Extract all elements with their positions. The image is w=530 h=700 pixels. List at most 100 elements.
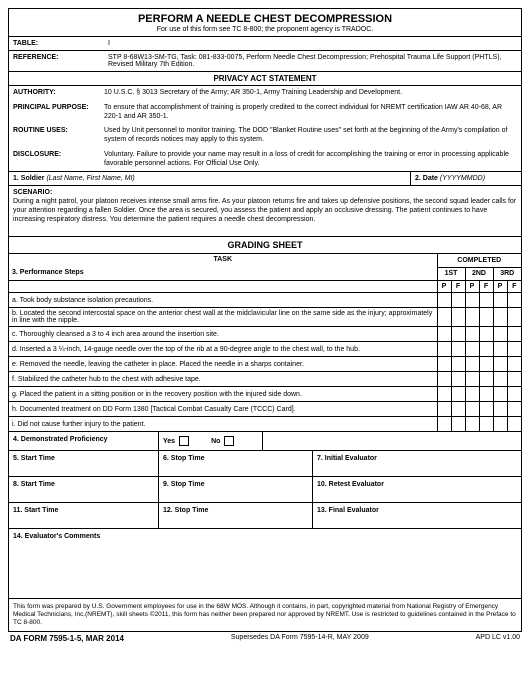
step-row: f. Stabilized the catheter hub to the ch…: [9, 372, 521, 387]
pf-checkbox[interactable]: [479, 387, 493, 402]
attempt-3: 3RD: [493, 267, 521, 281]
pf-checkbox[interactable]: [479, 357, 493, 372]
pf-checkbox[interactable]: [451, 327, 465, 342]
pf-checkbox[interactable]: [437, 372, 451, 387]
pf-checkbox[interactable]: [465, 402, 479, 417]
privacy-row: AUTHORITY: 10 U.S.C. § 3013 Secretary of…: [9, 86, 521, 101]
pf-checkbox[interactable]: [493, 357, 507, 372]
stop-time-2[interactable]: 9. Stop Time: [159, 477, 313, 502]
pf-checkbox[interactable]: [493, 417, 507, 432]
pf-f: F: [507, 281, 521, 293]
pf-checkbox[interactable]: [493, 308, 507, 327]
pf-checkbox[interactable]: [479, 417, 493, 432]
pf-checkbox[interactable]: [507, 308, 521, 327]
pf-checkbox[interactable]: [493, 372, 507, 387]
pf-checkbox[interactable]: [465, 387, 479, 402]
initial-evaluator[interactable]: 7. Initial Evaluator: [313, 451, 521, 476]
pf-checkbox[interactable]: [451, 308, 465, 327]
time-row-1: 5. Start Time 6. Stop Time 7. Initial Ev…: [9, 451, 521, 477]
step-row: b. Located the second intercostal space …: [9, 308, 521, 327]
table-label: TABLE:: [9, 37, 104, 50]
yes-checkbox[interactable]: [179, 436, 189, 446]
final-evaluator[interactable]: 13. Final Evaluator: [313, 503, 521, 528]
footer: DA FORM 7595-1-5, MAR 2014 Supersedes DA…: [8, 632, 522, 643]
step-row: g. Placed the patient in a sitting posit…: [9, 387, 521, 402]
pf-checkbox[interactable]: [507, 342, 521, 357]
privacy-val: Used by Unit personnel to monitor traini…: [104, 126, 521, 146]
pf-checkbox[interactable]: [493, 293, 507, 308]
pf-checkbox[interactable]: [451, 372, 465, 387]
step-text: d. Inserted a 3 ¼-inch, 14-gauge needle …: [9, 342, 437, 357]
pf-checkbox[interactable]: [451, 417, 465, 432]
stop-time-3[interactable]: 12. Stop Time: [159, 503, 313, 528]
pf-checkbox[interactable]: [465, 357, 479, 372]
date-label: 2. Date: [415, 175, 438, 182]
privacy-header: PRIVACY ACT STATEMENT: [9, 72, 521, 86]
pf-checkbox[interactable]: [507, 293, 521, 308]
pf-checkbox[interactable]: [465, 342, 479, 357]
pf-checkbox[interactable]: [437, 357, 451, 372]
step-text: i. Did not cause further injury to the p…: [9, 417, 437, 432]
pf-checkbox[interactable]: [465, 308, 479, 327]
pf-checkbox[interactable]: [479, 372, 493, 387]
step-text: g. Placed the patient in a sitting posit…: [9, 387, 437, 402]
pf-checkbox[interactable]: [465, 327, 479, 342]
pf-checkbox[interactable]: [437, 308, 451, 327]
pf-checkbox[interactable]: [437, 417, 451, 432]
pf-header-row: P F P F P F: [9, 281, 521, 293]
pf-checkbox[interactable]: [507, 357, 521, 372]
pf-checkbox[interactable]: [465, 293, 479, 308]
pf-checkbox[interactable]: [451, 402, 465, 417]
step-text: f. Stabilized the catheter hub to the ch…: [9, 372, 437, 387]
privacy-block: AUTHORITY: 10 U.S.C. § 3013 Secretary of…: [9, 86, 521, 172]
pf-checkbox[interactable]: [507, 417, 521, 432]
pf-checkbox[interactable]: [507, 372, 521, 387]
pf-checkbox[interactable]: [493, 387, 507, 402]
pf-checkbox[interactable]: [507, 402, 521, 417]
time-row-3: 11. Start Time 12. Stop Time 13. Final E…: [9, 503, 521, 529]
pf-checkbox[interactable]: [479, 402, 493, 417]
pf-checkbox[interactable]: [437, 327, 451, 342]
pf-p: P: [437, 281, 451, 293]
soldier-field[interactable]: 1. Soldier (Last Name, First Name, MI): [9, 172, 411, 185]
evaluator-comments[interactable]: 14. Evaluator's Comments: [9, 529, 521, 599]
pf-checkbox[interactable]: [437, 402, 451, 417]
grading-header: GRADING SHEET: [9, 237, 521, 254]
pf-checkbox[interactable]: [493, 327, 507, 342]
pf-checkbox[interactable]: [507, 327, 521, 342]
pf-checkbox[interactable]: [437, 293, 451, 308]
step-text: a. Took body substance isolation precaut…: [9, 293, 437, 308]
pf-checkbox[interactable]: [507, 387, 521, 402]
pf-checkbox[interactable]: [451, 293, 465, 308]
stop-time-1[interactable]: 6. Stop Time: [159, 451, 313, 476]
pf-checkbox[interactable]: [465, 417, 479, 432]
pf-checkbox[interactable]: [479, 327, 493, 342]
step-row: a. Took body substance isolation precaut…: [9, 293, 521, 308]
pf-checkbox[interactable]: [479, 293, 493, 308]
start-time-1[interactable]: 5. Start Time: [9, 451, 159, 476]
start-time-2[interactable]: 8. Start Time: [9, 477, 159, 502]
title-block: PERFORM A NEEDLE CHEST DECOMPRESSION For…: [9, 9, 521, 37]
step-row: i. Did not cause further injury to the p…: [9, 417, 521, 432]
pf-checkbox[interactable]: [479, 308, 493, 327]
completed-header: COMPLETED: [437, 254, 521, 267]
pf-checkbox[interactable]: [451, 342, 465, 357]
pf-checkbox[interactable]: [465, 372, 479, 387]
pf-checkbox[interactable]: [437, 342, 451, 357]
pf-checkbox[interactable]: [451, 357, 465, 372]
no-checkbox[interactable]: [224, 436, 234, 446]
table-row: TABLE: I: [9, 37, 521, 51]
pf-checkbox[interactable]: [479, 342, 493, 357]
pf-checkbox[interactable]: [451, 387, 465, 402]
step-row: d. Inserted a 3 ¼-inch, 14-gauge needle …: [9, 342, 521, 357]
pf-checkbox[interactable]: [493, 342, 507, 357]
form-title: PERFORM A NEEDLE CHEST DECOMPRESSION: [9, 13, 521, 25]
pf-checkbox[interactable]: [493, 402, 507, 417]
start-time-3[interactable]: 11. Start Time: [9, 503, 159, 528]
attempt-1: 1ST: [437, 267, 465, 281]
soldier-hint: (Last Name, First Name, MI): [45, 175, 135, 182]
date-field[interactable]: 2. Date (YYYYMMDD): [411, 172, 521, 185]
soldier-date-row: 1. Soldier (Last Name, First Name, MI) 2…: [9, 172, 521, 186]
pf-checkbox[interactable]: [437, 387, 451, 402]
retest-evaluator[interactable]: 10. Retest Evaluator: [313, 477, 521, 502]
